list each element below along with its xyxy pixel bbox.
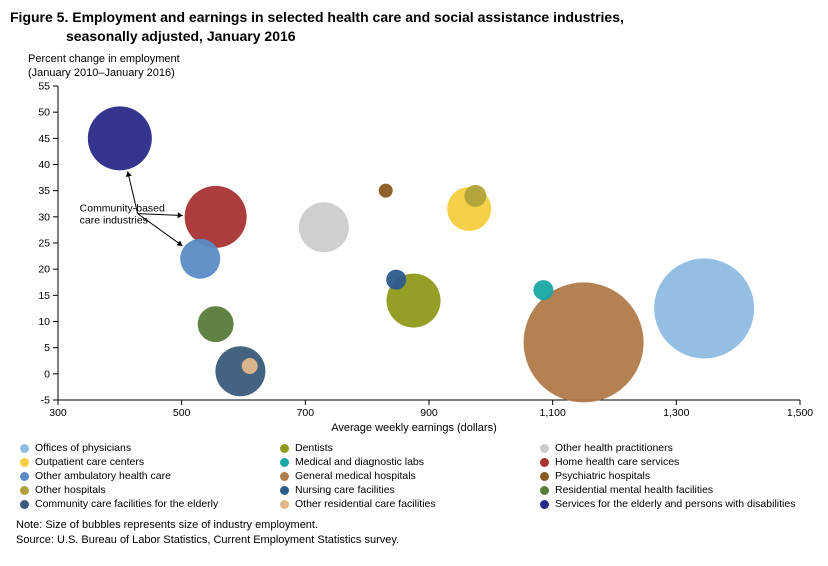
legend-swatch	[20, 472, 29, 481]
legend-label: General medical hospitals	[295, 470, 416, 482]
y-tick-label: 55	[38, 81, 50, 93]
legend-item: Psychiatric hospitals	[540, 470, 800, 482]
bubble	[524, 283, 644, 403]
legend-label: Other ambulatory health care	[35, 470, 171, 482]
annotation-arrowhead	[126, 172, 132, 178]
legend-swatch	[280, 444, 289, 453]
legend-swatch	[20, 458, 29, 467]
y-tick-label: 0	[44, 369, 50, 381]
legend-item: Residential mental health facilities	[540, 484, 800, 496]
legend-swatch	[280, 472, 289, 481]
legend-item: Medical and diagnostic labs	[280, 456, 540, 468]
y-tick-label: 15	[38, 290, 50, 302]
bubble-chart: -5 0 5 10 15 20 25 30 35 40 45 50 55 300 500 700 900 1,10…	[10, 80, 818, 420]
legend-swatch	[20, 500, 29, 509]
title-line-2: seasonally adjusted, January 2016	[10, 28, 296, 44]
figure-title: Figure 5. Employment and earnings in sel…	[10, 8, 818, 46]
legend-swatch	[540, 500, 549, 509]
legend-item: Outpatient care centers	[20, 456, 280, 468]
x-tick-label: 1,500	[787, 407, 813, 419]
annotation-arrowhead	[177, 241, 183, 246]
legend-item: Other ambulatory health care	[20, 470, 280, 482]
legend-label: Outpatient care centers	[35, 456, 144, 468]
legend-swatch	[540, 486, 549, 495]
annotation-arrowhead	[178, 213, 183, 219]
x-tick-label: 700	[297, 407, 315, 419]
y-tick-label: 30	[38, 212, 50, 224]
legend-swatch	[20, 444, 29, 453]
legend-label: Psychiatric hospitals	[555, 470, 650, 482]
bubble	[185, 186, 247, 248]
x-axis-label: Average weekly earnings (dollars)	[10, 422, 818, 434]
y-tick-label: 35	[38, 186, 50, 198]
legend-swatch	[20, 486, 29, 495]
chart-area: -5 0 5 10 15 20 25 30 35 40 45 50 55 300 500 700 900 1,10…	[10, 80, 818, 420]
legend-item: General medical hospitals	[280, 470, 540, 482]
legend-swatch	[280, 500, 289, 509]
bubble	[533, 280, 553, 300]
y-tick-label: 10	[38, 316, 50, 328]
legend-label: Other residential care facilities	[295, 498, 436, 510]
title-line-1: Figure 5. Employment and earnings in sel…	[10, 9, 624, 25]
bubble	[180, 239, 220, 279]
y-tick-label: 50	[38, 107, 50, 119]
legend-label: Residential mental health facilities	[555, 484, 713, 496]
legend-label: Other health practitioners	[555, 442, 673, 454]
annotation-label: care industries	[80, 215, 148, 227]
legend: Offices of physicians Dentists Other healt…	[20, 442, 818, 512]
x-tick-label: 1,300	[663, 407, 689, 419]
annotation-arrow	[138, 214, 183, 246]
y-tick-label: -5	[41, 395, 50, 407]
footnote-size: Note: Size of bubbles represents size of…	[16, 518, 818, 533]
y-axis-label: Percent change in employment (January 20…	[28, 52, 818, 81]
footnote-source: Source: U.S. Bureau of Labor Statistics,…	[16, 533, 818, 548]
bubble	[654, 259, 754, 359]
bubble	[464, 185, 486, 207]
legend-item: Other hospitals	[20, 484, 280, 496]
legend-label: Nursing care facilities	[295, 484, 395, 496]
legend-item: Services for the elderly and persons wit…	[540, 498, 800, 510]
annotation-label: Community-based	[80, 203, 165, 215]
legend-label: Services for the elderly and persons wit…	[555, 498, 795, 510]
legend-label: Community care facilities for the elderl…	[35, 498, 218, 510]
legend-label: Medical and diagnostic labs	[295, 456, 424, 468]
legend-item: Home health care services	[540, 456, 800, 468]
figure-container: Figure 5. Employment and earnings in sel…	[0, 0, 828, 558]
legend-swatch	[540, 472, 549, 481]
legend-item: Other health practitioners	[540, 442, 800, 454]
bubble	[386, 270, 406, 290]
legend-label: Home health care services	[555, 456, 679, 468]
legend-label: Other hospitals	[35, 484, 106, 496]
y-tick-label: 25	[38, 238, 50, 250]
y-tick-label: 45	[38, 133, 50, 145]
bubble	[215, 347, 265, 397]
x-tick-label: 900	[420, 407, 438, 419]
bubble	[379, 184, 393, 198]
legend-item: Nursing care facilities	[280, 484, 540, 496]
legend-label: Dentists	[295, 442, 333, 454]
legend-item: Community care facilities for the elderl…	[20, 498, 280, 510]
legend-swatch	[280, 486, 289, 495]
y-tick-label: 40	[38, 159, 50, 171]
x-tick-label: 500	[173, 407, 191, 419]
x-tick-label: 300	[49, 407, 67, 419]
bubble	[299, 203, 349, 253]
bubble	[242, 358, 258, 374]
legend-swatch	[540, 444, 549, 453]
legend-label: Offices of physicians	[35, 442, 131, 454]
y-tick-label: 20	[38, 264, 50, 276]
y-axis-label-line-2: (January 2010–January 2016)	[28, 67, 175, 79]
legend-item: Offices of physicians	[20, 442, 280, 454]
legend-item: Dentists	[280, 442, 540, 454]
x-tick-label: 1,100	[540, 407, 566, 419]
bubble	[88, 107, 152, 171]
legend-swatch	[540, 458, 549, 467]
legend-item: Other residential care facilities	[280, 498, 540, 510]
y-tick-label: 5	[44, 343, 50, 355]
y-axis-label-line-1: Percent change in employment	[28, 53, 180, 65]
legend-swatch	[280, 458, 289, 467]
bubble	[198, 306, 234, 342]
